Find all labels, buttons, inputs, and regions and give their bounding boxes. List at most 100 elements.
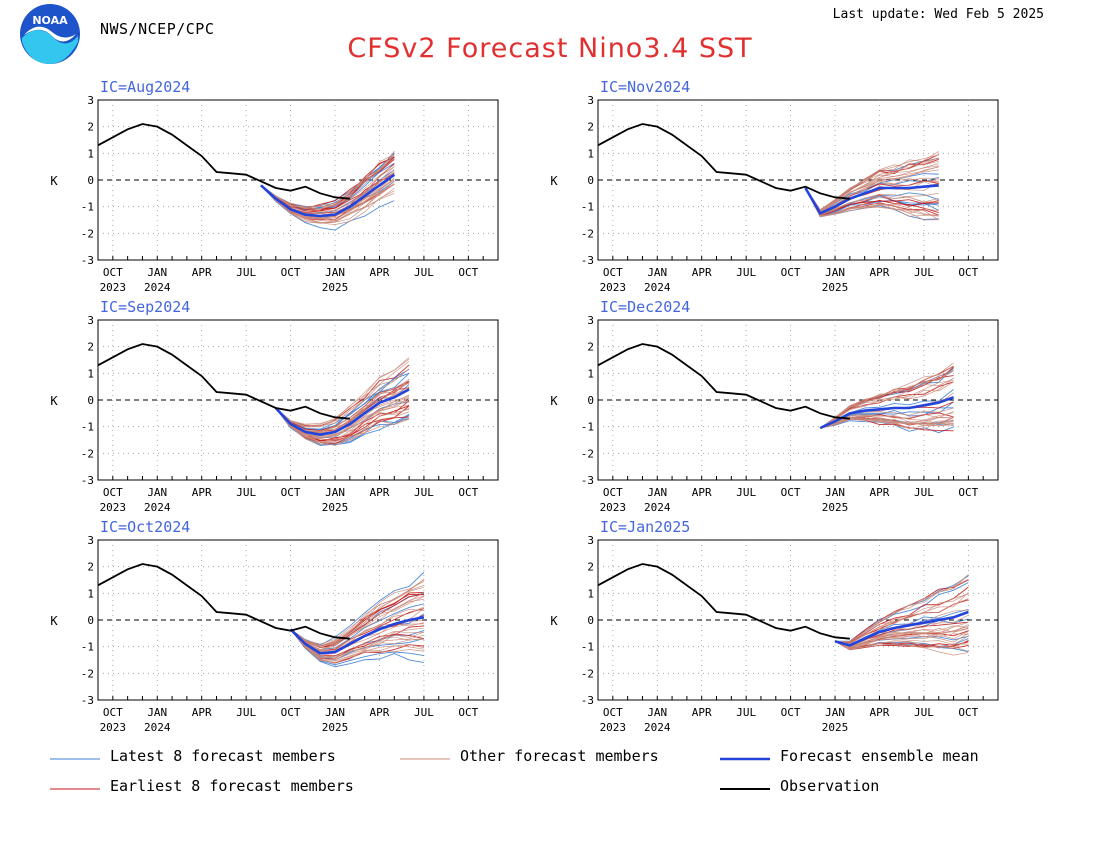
forecast-member-line-other [275, 407, 410, 443]
x-tick-label: OCT [781, 266, 801, 279]
x-tick-label: APR [192, 266, 212, 279]
x-tick-label: JUL [914, 706, 934, 719]
forecast-member-line-other [290, 608, 424, 652]
y-tick-label: -3 [81, 474, 94, 487]
forecast-member-line-other [820, 380, 954, 429]
x-tick-label: JUL [236, 706, 256, 719]
forecast-members [275, 357, 410, 446]
x-tick-label: OCT [781, 486, 801, 499]
y-tick-label: -2 [581, 447, 594, 460]
x-tick-label: OCT [103, 266, 123, 279]
forecast-member-line-other [805, 187, 939, 217]
ensemble-mean-line [834, 610, 969, 647]
y-axis-label: K [550, 174, 558, 188]
x-tick-label: JAN [825, 266, 845, 279]
year-label: 2024 [644, 721, 671, 734]
y-tick-label: -2 [81, 447, 94, 460]
y-tick-label: -3 [81, 254, 94, 267]
y-tick-label: 1 [87, 147, 94, 160]
forecast-member-line-other [290, 579, 425, 647]
y-tick-label: 1 [587, 147, 594, 160]
y-tick-label: 0 [87, 174, 94, 187]
y-tick-label: 3 [87, 314, 94, 327]
forecast-member-line-other [290, 591, 425, 648]
forecast-member-line-other [805, 187, 939, 216]
y-tick-label: 0 [87, 614, 94, 627]
forecast-member-line-other [834, 627, 969, 648]
forecast-member-line-other [260, 183, 395, 223]
forecast-member-line-other [805, 157, 939, 212]
forecast-member-line-other [834, 633, 969, 649]
x-tick-label: OCT [958, 486, 978, 499]
x-tick-label: JUL [736, 486, 756, 499]
y-tick-label: 2 [587, 341, 594, 354]
x-tick-label: JUL [236, 266, 256, 279]
y-tick-label: 1 [87, 587, 94, 600]
y-tick-label: -2 [581, 227, 594, 240]
forecast-member-line-other [805, 187, 939, 216]
forecast-panel: 3 2 1 0 -1 -2 -3 K OCT JAN APR JUL OCT JAN APR JUL OCT 20… [550, 518, 999, 734]
year-label: 2025 [822, 501, 849, 514]
last-update: Last update: Wed Feb 5 2025 [832, 7, 1044, 22]
forecast-member-line-earliest [835, 586, 969, 643]
panels: 3 2 1 0 -1 -2 -3 K OCT JAN APR JUL OCT JAN APR JUL OCT 20… [50, 78, 999, 734]
forecast-member-line-other [260, 164, 395, 212]
year-label: 2023 [600, 721, 627, 734]
x-tick-label: OCT [281, 486, 301, 499]
x-tick-label: JUL [736, 266, 756, 279]
ic-label: IC=Dec2024 [600, 298, 690, 316]
forecast-member-line-other [805, 151, 939, 211]
year-label: 2023 [100, 721, 127, 734]
forecast-member-line-other [260, 185, 395, 224]
forecast-member-line-latest [290, 629, 425, 668]
y-tick-label: 0 [587, 394, 594, 407]
forecast-member-line-other [820, 368, 954, 429]
forecast-member-line-other [275, 358, 410, 425]
forecast-panel: 3 2 1 0 -1 -2 -3 K OCT JAN APR JUL OCT JAN APR JUL OCT 20… [50, 518, 499, 734]
forecast-member-line-other [275, 361, 410, 426]
forecast-panel: 3 2 1 0 -1 -2 -3 K OCT JAN APR JUL OCT JAN APR JUL OCT 20… [50, 298, 499, 514]
y-axis-label: K [50, 614, 58, 628]
forecast-panel: 3 2 1 0 -1 -2 -3 K OCT JAN APR JUL OCT JAN APR JUL OCT 20… [550, 78, 999, 294]
forecast-member-line-other [835, 574, 969, 642]
ensemble-mean-line [804, 184, 939, 215]
forecast-member-line-other [260, 150, 395, 210]
chart-title: CFSv2 Forecast Nino3.4 SST [347, 33, 753, 64]
x-tick-label: JAN [647, 486, 667, 499]
year-label: 2023 [600, 501, 627, 514]
y-tick-label: 0 [87, 394, 94, 407]
forecast-member-line-other [834, 641, 969, 650]
x-tick-label: OCT [281, 266, 301, 279]
forecast-member-line-other [820, 377, 954, 429]
observation-line [97, 563, 350, 640]
y-tick-label: -1 [81, 641, 94, 654]
year-label: 2024 [144, 281, 171, 294]
x-tick-label: OCT [603, 266, 623, 279]
ic-label: IC=Sep2024 [100, 298, 190, 316]
x-tick-label: JUL [736, 706, 756, 719]
x-tick-label: APR [692, 706, 712, 719]
x-tick-label: OCT [458, 486, 478, 499]
forecast-member-line-earliest [805, 187, 939, 217]
forecast-member-line-other [834, 635, 969, 649]
x-tick-label: APR [370, 266, 390, 279]
legend-label-mean: Forecast ensemble mean [780, 747, 979, 765]
forecast-member-line-other [290, 629, 425, 661]
forecast-members [834, 574, 969, 656]
ic-label: IC=Oct2024 [100, 518, 190, 536]
forecast-member-line-other [820, 412, 954, 429]
y-tick-label: -1 [81, 421, 94, 434]
forecast-member-line-other [290, 629, 424, 662]
x-tick-label: JUL [914, 486, 934, 499]
y-tick-label: -1 [581, 421, 594, 434]
x-tick-label: APR [692, 266, 712, 279]
y-tick-label: 3 [587, 94, 594, 107]
x-tick-label: JAN [325, 706, 345, 719]
x-tick-label: OCT [103, 486, 123, 499]
x-tick-label: OCT [781, 706, 801, 719]
forecast-member-line-earliest [835, 579, 969, 643]
forecast-member-line-other [835, 593, 969, 644]
y-tick-label: 3 [587, 534, 594, 547]
y-tick-label: -3 [581, 694, 594, 707]
forecast-member-line-other [820, 365, 954, 429]
